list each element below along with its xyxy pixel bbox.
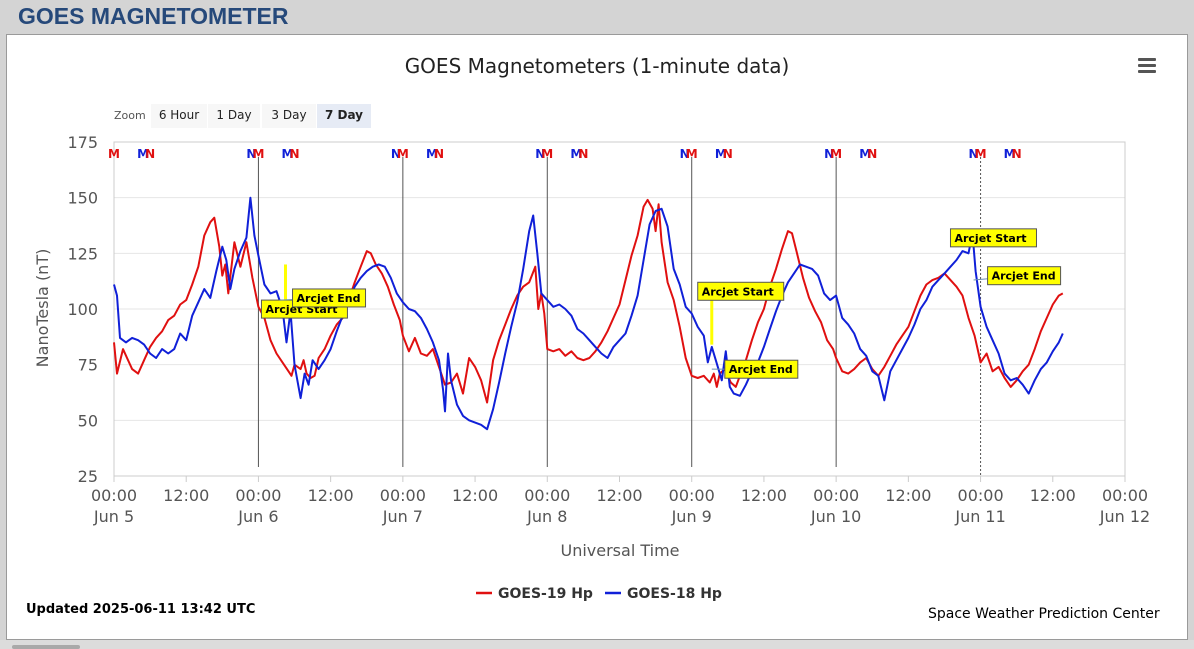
horizontal-scrollbar[interactable] <box>0 640 1194 649</box>
mn-marker: N <box>290 147 300 161</box>
mn-marker: M <box>426 147 438 161</box>
mn-marker: N <box>391 147 401 161</box>
scrollbar-thumb[interactable] <box>12 645 80 649</box>
mn-marker: N <box>535 147 545 161</box>
annotation-label: Arcjet End <box>297 292 361 305</box>
annotation-box <box>697 281 785 301</box>
legend[interactable]: GOES-19 Hp GOES-18 Hp <box>476 586 722 602</box>
x-tick-label: 00:00 <box>91 486 137 505</box>
x-tick-label: 12:00 <box>885 486 931 505</box>
x-tick-label: 00:00 <box>235 486 281 505</box>
mn-marker: N <box>680 147 690 161</box>
x-tick-label: 12:00 <box>1030 486 1076 505</box>
x-tick-label: 00:00 <box>813 486 859 505</box>
x-tick-date-label: Jun 11 <box>954 507 1005 526</box>
x-tick-date-label: Jun 6 <box>237 507 278 526</box>
chart-title: GOES Magnetometers (1-minute data) <box>405 54 790 78</box>
y-tick-label: 125 <box>67 244 98 263</box>
mn-marker: N <box>1012 147 1022 161</box>
day-separator-lines <box>257 157 982 475</box>
y-axis-label: NanoTesla (nT) <box>33 249 52 368</box>
x-tick-label: 12:00 <box>163 486 209 505</box>
mn-marker: M <box>859 147 871 161</box>
annotation-label: Arcjet Start <box>954 232 1026 245</box>
hamburger-icon <box>1138 70 1156 73</box>
y-tick-label: 150 <box>67 189 98 208</box>
mn-marker: N <box>246 147 256 161</box>
y-axis-ticks: 25 50 75 100 125 150 175 <box>67 133 98 486</box>
x-tick-date-label: Jun 10 <box>810 507 861 526</box>
x-tick-date-label: Jun 9 <box>671 507 712 526</box>
y-tick-label: 50 <box>78 411 98 430</box>
mn-marker: M <box>570 147 582 161</box>
mn-marker: N <box>969 147 979 161</box>
annotation-box <box>987 266 1062 286</box>
mn-marker: M <box>108 147 120 161</box>
annotation-box <box>292 288 367 308</box>
x-axis-label: Universal Time <box>560 541 679 560</box>
series-lines <box>113 196 1064 431</box>
arcjet-annotations: Arcjet Start Arcjet End Arcjet Start Arcjet… <box>260 228 1062 379</box>
mn-marker: M <box>975 147 987 161</box>
legend-item-goes18[interactable]: GOES-18 Hp <box>605 586 722 602</box>
mn-marker: N <box>867 147 877 161</box>
x-tick-date-label: Jun 7 <box>382 507 423 526</box>
goes19-series-line <box>113 198 1064 404</box>
x-tick-date-label: Jun 5 <box>93 507 134 526</box>
mn-markers: M MN NM MN NM MN NM MN NM MN NM MN NM MN <box>108 147 1022 161</box>
x-tick-label: 12:00 <box>452 486 498 505</box>
page-title: GOES MAGNETOMETER <box>18 3 289 29</box>
x-tick-label: 12:00 <box>741 486 787 505</box>
page-header: GOES MAGNETOMETER <box>0 0 1194 34</box>
mn-marker: M <box>252 147 264 161</box>
y-tick-label: 175 <box>67 133 98 152</box>
mn-marker: M <box>137 147 149 161</box>
annotation-box <box>949 228 1037 248</box>
goes18-series-line <box>113 196 1064 431</box>
zoom-3-day-button[interactable]: 3 Day <box>262 104 316 128</box>
x-tick-label: 12:00 <box>308 486 354 505</box>
credit-text: Space Weather Prediction Center <box>928 606 1160 622</box>
x-tick-label: 12:00 <box>596 486 642 505</box>
mn-marker: M <box>715 147 727 161</box>
mn-marker: M <box>686 147 698 161</box>
zoom-7-day-button[interactable]: 7 Day <box>317 104 371 128</box>
mn-marker: M <box>830 147 842 161</box>
x-tick-label: 00:00 <box>669 486 715 505</box>
x-tick-label: 00:00 <box>524 486 570 505</box>
mn-marker: M <box>541 147 553 161</box>
y-tick-label: 100 <box>67 300 98 319</box>
x-tick-date-label: Jun 12 <box>1099 507 1150 526</box>
mn-marker: N <box>145 147 155 161</box>
x-tick-label: 00:00 <box>958 486 1004 505</box>
mn-marker: M <box>397 147 409 161</box>
zoom-1-day-button[interactable]: 1 Day <box>208 104 260 128</box>
hamburger-icon <box>1138 64 1156 67</box>
annotation-label: Arcjet Start <box>702 285 774 298</box>
y-tick-label: 25 <box>78 467 98 486</box>
mn-marker: N <box>578 147 588 161</box>
chart-menu-button[interactable] <box>1138 58 1156 74</box>
mn-marker: N <box>824 147 834 161</box>
x-tick-label: 00:00 <box>1102 486 1148 505</box>
mn-marker: N <box>434 147 444 161</box>
legend-item-goes19[interactable]: GOES-19 Hp <box>476 586 593 602</box>
legend-label: GOES-18 Hp <box>627 586 722 602</box>
mn-marker: N <box>723 147 733 161</box>
legend-label: GOES-19 Hp <box>498 586 593 602</box>
mn-marker: M <box>282 147 294 161</box>
y-tick-label: 75 <box>78 356 98 375</box>
annotation-label: Arcjet End <box>729 363 793 376</box>
mn-marker: M <box>1004 147 1016 161</box>
hamburger-icon <box>1138 58 1156 61</box>
x-axis-ticks: 00:00 Jun 5 12:00 00:00 Jun 6 12:00 00:00 Jun 7… <box>91 476 1150 526</box>
x-tick-label: 00:00 <box>380 486 426 505</box>
annotation-label: Arcjet End <box>992 270 1056 283</box>
zoom-label: Zoom <box>114 109 146 122</box>
annotation-box <box>724 359 799 379</box>
updated-timestamp: Updated 2025-06-11 13:42 UTC <box>26 602 256 617</box>
x-tick-date-label: Jun 8 <box>526 507 567 526</box>
zoom-6-hour-button[interactable]: 6 Hour <box>151 104 207 128</box>
